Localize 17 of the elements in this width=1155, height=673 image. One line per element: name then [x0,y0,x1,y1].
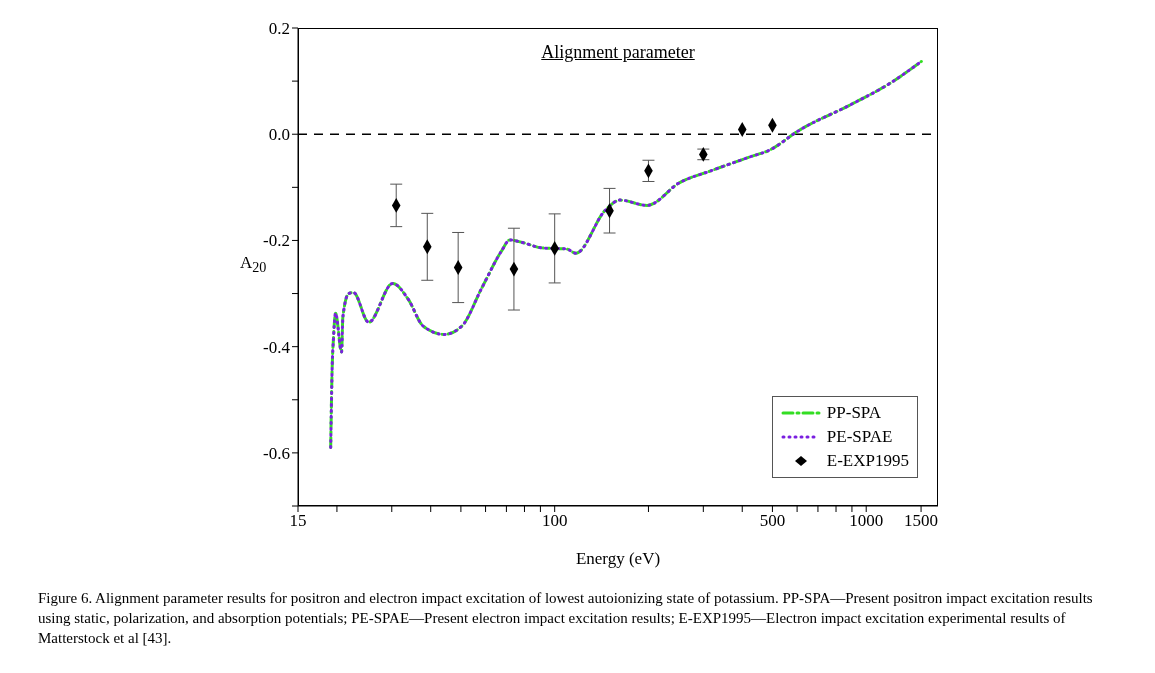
y-tick-label: 0.0 [268,125,290,145]
y-tick-label: -0.2 [263,231,290,251]
legend-label: PP-SPA [826,402,882,424]
x-tick-label: 100 [541,511,568,531]
y-tick-label: -0.4 [263,337,291,357]
x-tick-label: 15 [289,511,307,531]
legend-label: E-EXP1995 [826,450,909,472]
y-tick-label: -0.6 [263,443,290,463]
y-tick-label: 0.2 [268,19,290,39]
x-tick-label: 1500 [904,511,939,531]
x-tick-label: 1000 [849,511,884,531]
legend-label: PE-SPAE [826,426,893,448]
y-axis-title: A$_{20}$ [240,252,267,277]
text: Alignment parameter [540,42,696,63]
x-tick-label: 500 [759,511,786,531]
caption: Figure 6. Alignment parameter results for positron and electron impact excitation of lowest autoionizing state of potassium. PP-SPA—Present positron impact excitation results using static, polarization, and absorption potentials; PE-SPAE—Present electron impact excitation results; E-EXP1995—Electron impact excitation experimental results of Matterstock et al [43]. [38,589,1094,648]
x-axis-title: Energy (eV) [575,549,661,568]
